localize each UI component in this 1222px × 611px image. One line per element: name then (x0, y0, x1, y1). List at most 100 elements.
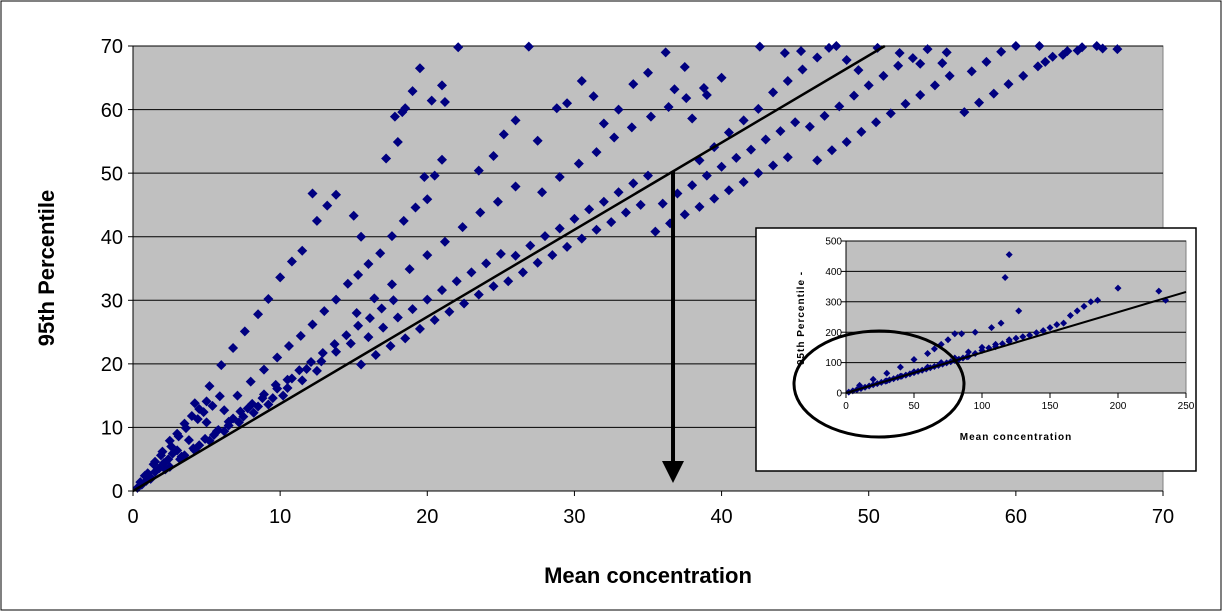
data-point (768, 160, 779, 171)
x-axis-title: Mean concentration (544, 563, 752, 588)
data-point (275, 272, 286, 283)
data-point (422, 294, 433, 305)
inset-x-axis-title: Mean concentration (960, 432, 1072, 443)
data-point (523, 41, 534, 52)
data-point (267, 393, 278, 404)
data-point (1018, 70, 1029, 81)
data-point (573, 158, 584, 169)
data-point (964, 348, 972, 356)
main-data-points (132, 41, 1123, 493)
data-point (495, 248, 506, 259)
data-point (681, 93, 692, 104)
data-point (978, 343, 986, 351)
data-point (223, 416, 234, 427)
data-point (270, 379, 281, 390)
data-point (311, 215, 322, 226)
data-point (481, 258, 492, 269)
data-point (148, 459, 159, 470)
data-point (613, 187, 624, 198)
data-point (645, 111, 656, 122)
data-point (253, 309, 264, 320)
data-point (584, 204, 595, 215)
data-point (1057, 49, 1068, 60)
data-point (679, 209, 690, 220)
data-point (356, 231, 367, 242)
data-point (944, 336, 952, 344)
data-point (657, 198, 668, 209)
data-point (253, 401, 264, 412)
data-point (694, 201, 705, 212)
data-point (1094, 296, 1102, 304)
data-point (525, 240, 536, 251)
data-point (1003, 79, 1014, 90)
data-point (896, 363, 904, 371)
x-tick-label: 200 (1110, 401, 1127, 412)
data-point (311, 365, 322, 376)
data-point (951, 330, 959, 338)
data-point (1034, 41, 1045, 51)
data-point (370, 349, 381, 360)
data-point (1066, 311, 1074, 319)
data-point (1040, 56, 1051, 67)
data-point (812, 52, 823, 63)
data-point (731, 152, 742, 163)
inset-circle-annotation (792, 329, 966, 439)
data-point (294, 365, 305, 376)
data-point (163, 454, 174, 465)
data-point (540, 231, 550, 242)
data-point (723, 127, 734, 138)
y-tick-label: 60 (101, 100, 123, 122)
data-point (650, 226, 661, 237)
data-point (400, 333, 411, 344)
data-point (517, 267, 528, 278)
data-point (510, 250, 521, 261)
x-tick-label: 150 (1042, 401, 1059, 412)
data-point (389, 111, 400, 122)
data-point (878, 70, 889, 81)
data-point (929, 80, 940, 91)
data-point (900, 98, 911, 109)
data-point (796, 46, 807, 57)
data-point (937, 58, 948, 69)
data-point (263, 294, 274, 305)
x-tick-label: 20 (416, 506, 438, 528)
data-point (775, 126, 786, 137)
data-point (569, 213, 580, 224)
data-point (554, 171, 565, 182)
data-point (1046, 324, 1054, 332)
data-point (753, 168, 764, 179)
data-point (551, 103, 562, 114)
data-point (364, 313, 375, 324)
data-point (376, 303, 387, 314)
data-point (1073, 307, 1081, 315)
y-tick-label: 10 (101, 418, 123, 440)
y-tick-label: 40 (101, 227, 123, 249)
data-point (1039, 327, 1047, 335)
data-point (451, 276, 462, 287)
data-point (385, 341, 396, 352)
data-point (988, 324, 996, 332)
data-point (248, 407, 259, 418)
data-point (245, 376, 256, 387)
data-point (404, 264, 415, 275)
data-point (341, 330, 352, 341)
data-point (959, 107, 970, 118)
data-point (841, 54, 852, 65)
data-point (1001, 273, 1009, 281)
data-point (369, 293, 380, 304)
data-point (804, 121, 815, 132)
data-point (235, 406, 246, 417)
data-point (760, 134, 771, 145)
data-point (1032, 61, 1043, 72)
data-point (272, 352, 283, 363)
data-point (510, 181, 521, 192)
data-point (853, 65, 864, 76)
data-point (635, 199, 646, 210)
data-point (537, 187, 548, 198)
data-point (915, 58, 926, 69)
data-point (400, 103, 411, 114)
data-point (606, 217, 617, 228)
data-point (1080, 302, 1088, 310)
data-point (319, 306, 330, 317)
arrow-head (662, 461, 685, 483)
